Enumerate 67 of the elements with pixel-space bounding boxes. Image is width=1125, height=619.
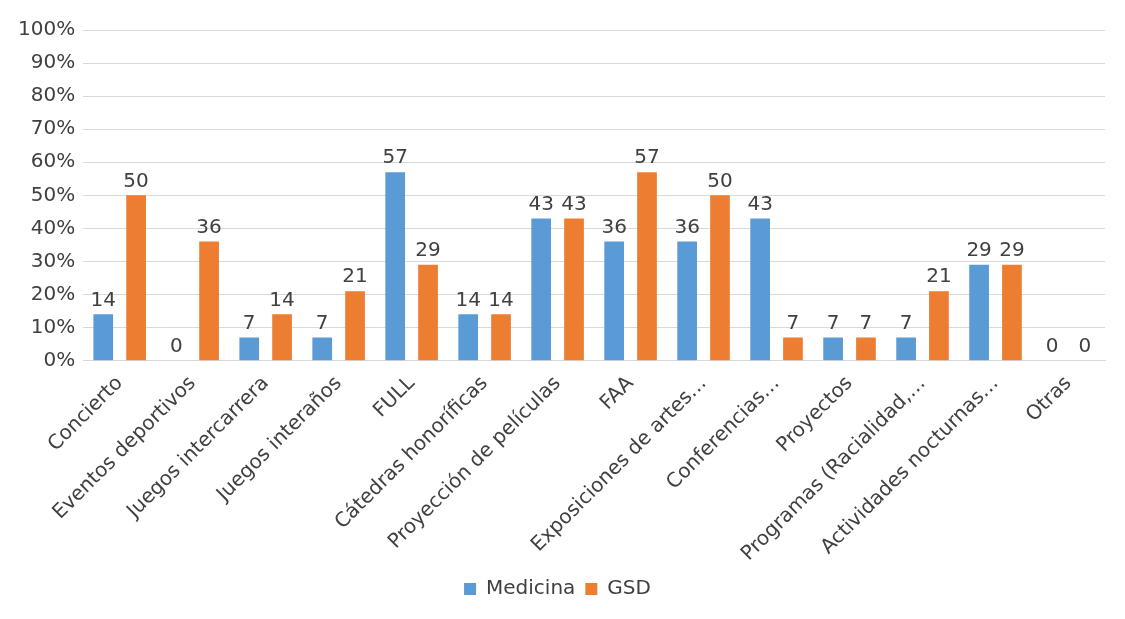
y-tick-label: 80% bbox=[30, 82, 76, 107]
bar bbox=[418, 264, 438, 361]
data-label: 21 bbox=[926, 263, 952, 288]
y-tick-label: 30% bbox=[30, 247, 76, 272]
bar bbox=[1002, 264, 1022, 361]
bar bbox=[677, 241, 697, 361]
bar bbox=[564, 218, 584, 361]
legend-label: Medicina bbox=[486, 575, 576, 600]
data-label: 7 bbox=[786, 309, 800, 334]
data-label: 36 bbox=[674, 213, 700, 238]
data-label: 7 bbox=[899, 309, 913, 334]
bar bbox=[531, 218, 552, 361]
y-tick-label: 0% bbox=[43, 346, 76, 371]
data-label: 36 bbox=[196, 213, 222, 238]
y-tick-label: 70% bbox=[30, 115, 76, 140]
y-tick-label: 50% bbox=[30, 181, 76, 206]
y-tick-label: 40% bbox=[30, 214, 76, 239]
bar bbox=[710, 195, 730, 361]
bar bbox=[856, 337, 876, 361]
bar bbox=[345, 291, 365, 361]
data-label: 57 bbox=[382, 144, 408, 169]
data-label: 0 bbox=[169, 332, 183, 357]
data-label: 14 bbox=[488, 286, 514, 311]
data-label: 21 bbox=[342, 263, 368, 288]
data-label: 0 bbox=[1045, 332, 1059, 357]
data-label: 50 bbox=[123, 167, 149, 192]
bar bbox=[385, 172, 406, 361]
bar bbox=[491, 314, 511, 361]
bar bbox=[823, 337, 843, 361]
y-tick-label: 60% bbox=[30, 148, 76, 173]
data-label: 14 bbox=[269, 286, 295, 311]
bar bbox=[458, 314, 479, 361]
bar bbox=[637, 172, 657, 361]
y-tick-label: 20% bbox=[30, 280, 76, 305]
data-label: 0 bbox=[1078, 332, 1092, 357]
bar bbox=[604, 241, 625, 361]
bar bbox=[126, 195, 146, 361]
bar bbox=[896, 337, 916, 361]
data-label: 14 bbox=[455, 286, 481, 311]
data-label: 43 bbox=[561, 190, 587, 215]
data-label: 29 bbox=[415, 236, 441, 261]
bar bbox=[929, 291, 949, 361]
y-tick-label: 90% bbox=[30, 49, 76, 74]
bar bbox=[199, 241, 219, 361]
data-label: 7 bbox=[315, 309, 329, 334]
data-label: 29 bbox=[966, 236, 992, 261]
legend-label: GSD bbox=[607, 575, 651, 600]
y-tick-label: 100% bbox=[17, 16, 76, 41]
data-label: 7 bbox=[826, 309, 840, 334]
bar bbox=[272, 314, 292, 361]
data-label: 29 bbox=[999, 236, 1025, 261]
y-tick-label: 10% bbox=[30, 313, 76, 338]
bar bbox=[783, 337, 803, 361]
data-label: 36 bbox=[601, 213, 627, 238]
data-label: 14 bbox=[90, 286, 116, 311]
bar bbox=[239, 337, 260, 361]
data-label: 43 bbox=[528, 190, 554, 215]
data-label: 50 bbox=[707, 167, 733, 192]
bar bbox=[750, 218, 770, 361]
bar bbox=[969, 264, 989, 361]
bar bbox=[93, 314, 114, 361]
data-label: 7 bbox=[242, 309, 256, 334]
bar bbox=[312, 337, 333, 361]
x-tick-label: FAA bbox=[594, 370, 639, 414]
data-label: 57 bbox=[634, 144, 660, 169]
data-label: 7 bbox=[859, 309, 873, 334]
data-label: 43 bbox=[747, 190, 773, 215]
